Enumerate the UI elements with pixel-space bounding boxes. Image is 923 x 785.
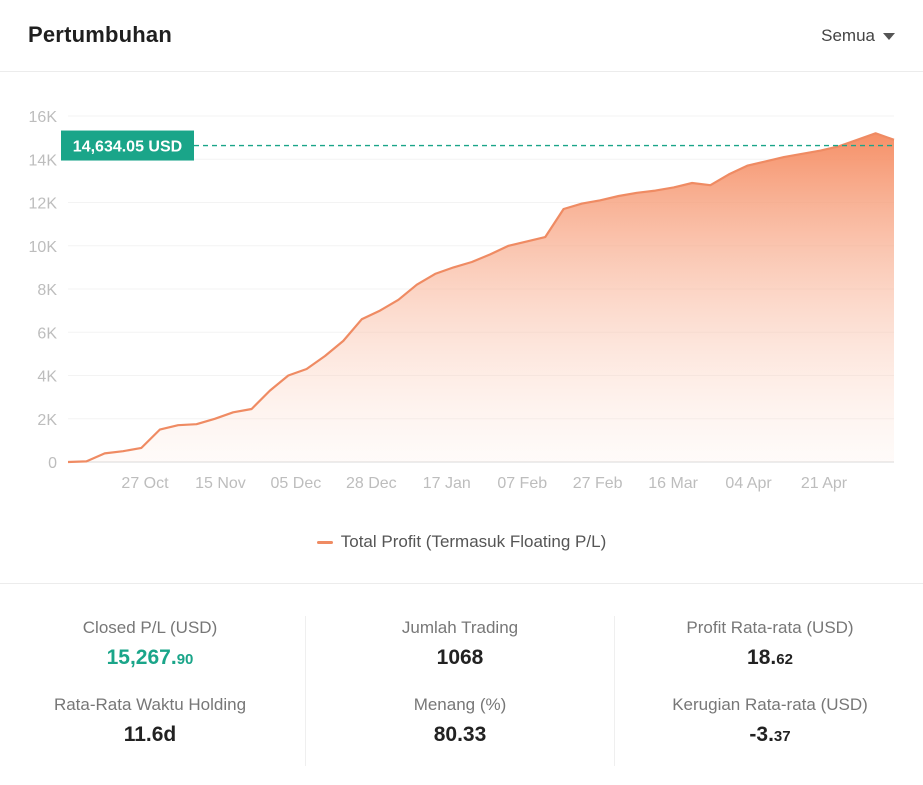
legend-swatch: [316, 541, 333, 545]
stat-label: Closed P/L (USD): [82, 618, 218, 637]
stat-win-rate: Menang (%) 80.33: [310, 695, 610, 747]
stat-value: 80.33: [433, 723, 487, 746]
stat-value: 1068: [436, 646, 484, 669]
stat-value-int: 15,267.: [106, 646, 177, 669]
stats-panel: Closed P/L (USD) 15,267.90 Jumlah Tradin…: [0, 584, 923, 785]
stat-closed-pl: Closed P/L (USD) 15,267.90: [0, 618, 300, 670]
growth-chart: 0 2K 4K 6K 8K 10K 12K 14K 16K 27 Oct 15 Nov 05 Dec 2…: [29, 109, 895, 492]
chart-legend[interactable]: Total Profit (Termasuk Floating P/L): [0, 532, 923, 552]
period-filter-dropdown[interactable]: Semua: [821, 26, 895, 46]
x-tick-label: 15 Nov: [195, 475, 246, 492]
column-divider: [305, 616, 306, 766]
reference-label-box: [61, 130, 194, 161]
stat-trades: Jumlah Trading 1068: [310, 618, 610, 670]
x-tick-label: 27 Feb: [573, 475, 623, 492]
y-tick-label: 8K: [37, 282, 57, 299]
reference-label: 14,634.05 USD: [73, 139, 182, 156]
section-divider: [0, 583, 923, 584]
stat-value: 15,267.90: [0, 646, 300, 670]
stat-label: Rata-Rata Waktu Holding: [53, 695, 247, 714]
stat-avg-profit: Profit Rata-rata (USD) 18.62: [620, 618, 920, 670]
x-tick-label: 28 Dec: [346, 475, 397, 492]
stat-value-dec: 37: [773, 728, 791, 745]
stat-value-int: -3.: [749, 723, 774, 746]
stat-value: 18.62: [620, 646, 920, 670]
period-filter-label: Semua: [821, 26, 875, 45]
legend-label: Total Profit (Termasuk Floating P/L): [340, 532, 607, 551]
caret-down-icon: [883, 32, 895, 40]
stat-label: Kerugian Rata-rata (USD): [672, 695, 868, 714]
y-tick-label: 4K: [37, 369, 57, 386]
y-tick-label: 16K: [29, 109, 58, 126]
stat-value: -3.37: [620, 723, 920, 747]
y-tick-label: 14K: [29, 152, 58, 169]
x-tick-label: 04 Apr: [725, 475, 772, 492]
x-tick-label: 07 Feb: [497, 475, 547, 492]
y-tick-label: 2K: [37, 412, 57, 429]
column-divider: [614, 616, 615, 766]
stat-avg-loss: Kerugian Rata-rata (USD) -3.37: [620, 695, 920, 747]
x-tick-label: 16 Mar: [648, 475, 698, 492]
stat-label: Menang (%): [413, 695, 507, 714]
y-tick-label: 12K: [29, 196, 58, 213]
x-tick-label: 21 Apr: [801, 475, 848, 492]
x-tick-label: 27 Oct: [121, 475, 169, 492]
stat-value-dec: 62: [776, 651, 793, 668]
header: Pertumbuhan Semua: [0, 0, 923, 72]
y-tick-label: 6K: [37, 325, 57, 342]
x-tick-label: 17 Jan: [423, 475, 471, 492]
stat-label: Jumlah Trading: [401, 618, 519, 637]
page-title: Pertumbuhan: [28, 22, 172, 47]
series-line: [67, 132, 895, 464]
y-tick-label: 0: [48, 455, 57, 472]
stat-label: Profit Rata-rata (USD): [686, 618, 854, 637]
stat-holding-time: Rata-Rata Waktu Holding 11.6d: [0, 695, 300, 747]
stat-value: 11.6d: [123, 723, 177, 746]
stat-value-dec: 90: [176, 651, 194, 668]
y-tick-label: 10K: [29, 239, 58, 256]
stat-value-int: 18.: [747, 646, 777, 669]
series-area: [68, 133, 894, 463]
x-tick-label: 05 Dec: [271, 475, 322, 492]
